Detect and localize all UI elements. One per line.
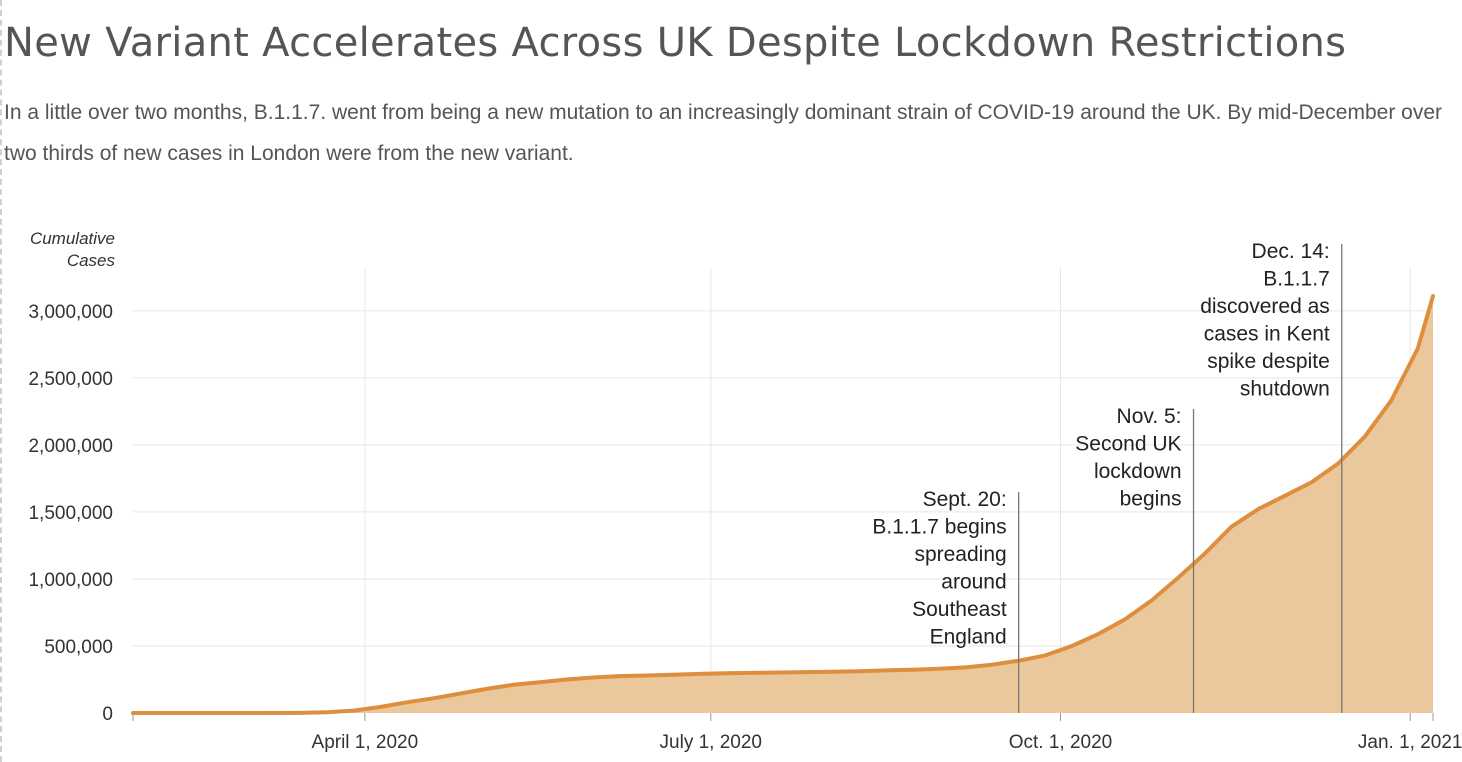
annotation-text: cases in Kent [1204, 323, 1330, 346]
annotation-text: Southeast [912, 598, 1007, 621]
x-tick-label: Oct. 1, 2020 [1009, 732, 1113, 753]
y-tick-label: 2,500,000 [28, 369, 113, 390]
annotation-text: around [941, 571, 1006, 594]
axes: 0 500,000 1,000,000 1,500,000 2,000,000 2,500… [28, 302, 1462, 753]
annotation-text: lockdown [1094, 460, 1182, 483]
series-line [131, 294, 1435, 715]
annotation-text: discovered as [1200, 295, 1330, 318]
annotation-text: begins [1120, 488, 1182, 511]
left-dashed-rule [0, 0, 2, 762]
annotation-text: spike despite [1207, 350, 1330, 373]
x-tick-label: July 1, 2020 [660, 732, 762, 753]
y-tick-label: 3,000,000 [28, 302, 113, 323]
annotations: Sept. 20: B.1.1.7 begins spreading around So… [872, 240, 1343, 713]
x-tick-label: April 1, 2020 [312, 732, 419, 753]
annotation-text: Sept. 20: [923, 488, 1007, 511]
x-tick-label: Jan. 1, 2021 [1358, 732, 1462, 753]
annotation-text: England [930, 626, 1007, 649]
annotation-text: Nov. 5: [1117, 405, 1182, 428]
y-tick-label: 1,000,000 [28, 570, 113, 591]
y-axis-label-line-2: Cases [67, 251, 116, 270]
y-tick-label: 1,500,000 [28, 503, 113, 524]
chart-title: New Variant Accelerates Across UK Despit… [4, 20, 1347, 66]
annotation-text: spreading [914, 543, 1006, 566]
annotation-text: B.1.1.7 begins [872, 516, 1006, 539]
annotation-text: shutdown [1240, 378, 1330, 401]
y-axis-label-line-1: Cumulative [30, 229, 115, 248]
annotation-text: B.1.1.7 [1263, 268, 1330, 291]
series-area-fill [133, 296, 1433, 713]
annotation-text: Second UK [1075, 433, 1181, 456]
y-tick-label: 0 [102, 704, 113, 725]
chart-subtitle: In a little over two months, B.1.1.7. we… [4, 101, 1443, 165]
y-tick-label: 2,000,000 [28, 436, 113, 457]
y-tick-label: 500,000 [44, 637, 113, 658]
annotation-text: Dec. 14: [1252, 240, 1330, 263]
